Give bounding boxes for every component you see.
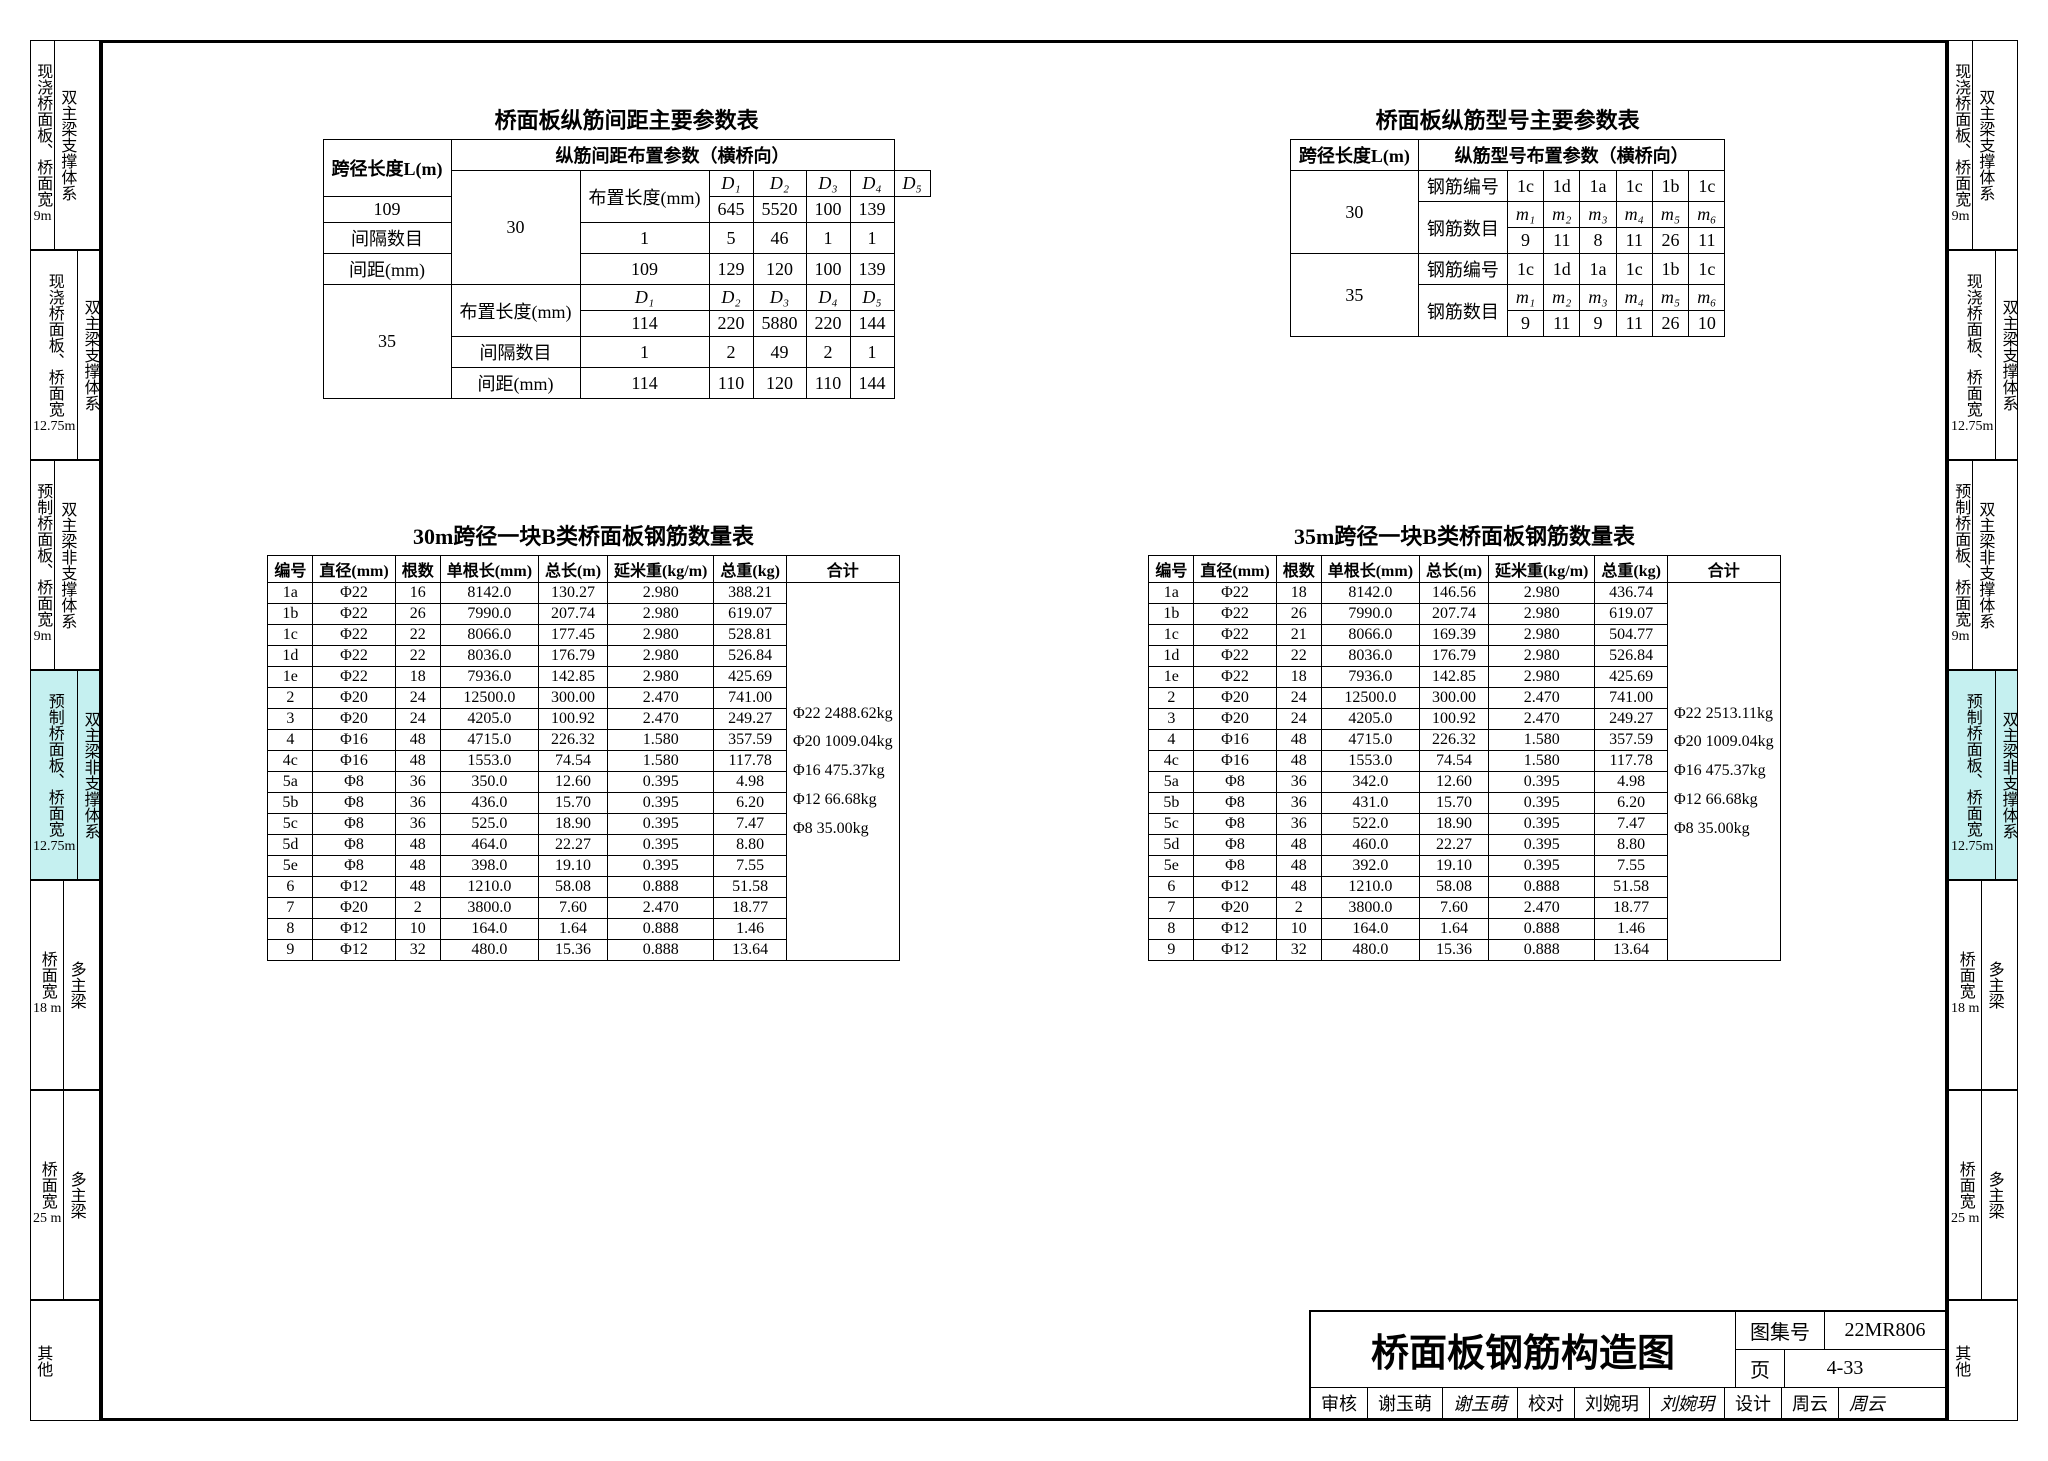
page-number: 4-33	[1785, 1350, 1905, 1387]
side-tab[interactable]: 预制桥面板、桥面宽9m双主梁非支撑体系	[30, 460, 100, 670]
set-number: 22MR806	[1825, 1312, 1945, 1349]
side-tab[interactable]: 现浇桥面板、桥面宽9m双主梁支撑体系	[30, 40, 100, 250]
table-b: 桥面板纵筋型号主要参数表 跨径长度L(m)纵筋型号布置参数（横桥向）30钢筋编号…	[1290, 103, 1726, 399]
side-tabs-left: 现浇桥面板、桥面宽9m双主梁支撑体系现浇桥面板、桥面宽12.75m双主梁支撑体系…	[30, 40, 100, 1421]
check-name: 刘婉玥	[1575, 1388, 1650, 1418]
drawing-title: 桥面板钢筋构造图	[1311, 1312, 1736, 1387]
page-label: 页	[1736, 1350, 1785, 1387]
side-tab[interactable]: 预制桥面板、桥面宽12.75m双主梁非支撑体系	[30, 670, 100, 880]
side-tab[interactable]: 现浇桥面板、桥面宽12.75m双主梁支撑体系	[1948, 250, 2018, 460]
design-name: 周云	[1782, 1388, 1839, 1418]
set-label: 图集号	[1736, 1312, 1825, 1349]
table-b-title: 桥面板纵筋型号主要参数表	[1290, 103, 1726, 135]
side-tab[interactable]: 桥面宽25 m多主梁	[1948, 1090, 2018, 1300]
design-sig: 周云	[1839, 1388, 1895, 1418]
side-tabs-right: 现浇桥面板、桥面宽9m双主梁支撑体系现浇桥面板、桥面宽12.75m双主梁支撑体系…	[1948, 40, 2018, 1421]
side-tab[interactable]: 其他	[1948, 1300, 2018, 1421]
side-tab[interactable]: 现浇桥面板、桥面宽9m双主梁支撑体系	[1948, 40, 2018, 250]
qty35-table: 35m跨径一块B类桥面板钢筋数量表 编号直径(mm)根数单根长(mm)总长(m)…	[1148, 519, 1780, 961]
title-block: 桥面板钢筋构造图 图集号 22MR806 页 4-33 审核 谢玉萌 谢玉萌 校…	[1309, 1310, 1945, 1418]
side-tab[interactable]: 桥面宽25 m多主梁	[30, 1090, 100, 1300]
side-tab[interactable]: 预制桥面板、桥面宽12.75m双主梁非支撑体系	[1948, 670, 2018, 880]
table-a-title: 桥面板纵筋间距主要参数表	[323, 103, 931, 135]
qty35-title: 35m跨径一块B类桥面板钢筋数量表	[1148, 519, 1780, 551]
qty30-title: 30m跨径一块B类桥面板钢筋数量表	[267, 519, 899, 551]
drawing-area: 桥面板纵筋间距主要参数表 跨径长度L(m)纵筋间距布置参数（横桥向）30布置长度…	[100, 40, 1948, 1421]
qty30-table: 30m跨径一块B类桥面板钢筋数量表 编号直径(mm)根数单根长(mm)总长(m)…	[267, 519, 899, 961]
table-a: 桥面板纵筋间距主要参数表 跨径长度L(m)纵筋间距布置参数（横桥向）30布置长度…	[323, 103, 931, 399]
side-tab[interactable]: 桥面宽18 m多主梁	[1948, 880, 2018, 1090]
review-label: 审核	[1311, 1388, 1368, 1418]
check-label: 校对	[1518, 1388, 1575, 1418]
check-sig: 刘婉玥	[1650, 1388, 1725, 1418]
review-sig: 谢玉萌	[1443, 1388, 1518, 1418]
side-tab[interactable]: 现浇桥面板、桥面宽12.75m双主梁支撑体系	[30, 250, 100, 460]
design-label: 设计	[1725, 1388, 1782, 1418]
review-name: 谢玉萌	[1368, 1388, 1443, 1418]
side-tab[interactable]: 其他	[30, 1300, 100, 1421]
side-tab[interactable]: 桥面宽18 m多主梁	[30, 880, 100, 1090]
side-tab[interactable]: 预制桥面板、桥面宽9m双主梁非支撑体系	[1948, 460, 2018, 670]
